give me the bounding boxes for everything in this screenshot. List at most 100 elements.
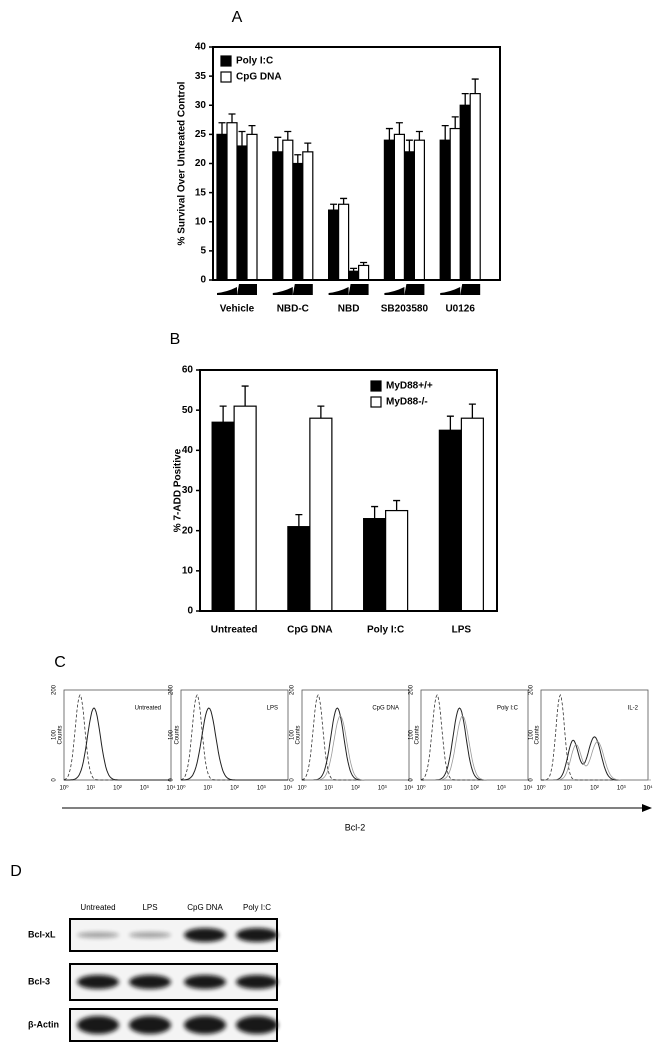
error-bar — [294, 154, 302, 164]
error-bar — [471, 78, 479, 94]
histogram-y-tick: 100 — [169, 729, 175, 740]
dose-wedge — [237, 284, 257, 295]
bar — [358, 264, 370, 281]
histogram-x-tick: 10⁴ — [643, 785, 653, 792]
error-bar — [274, 136, 282, 152]
bar — [413, 139, 425, 281]
histogram-label: Untreated — [135, 706, 161, 712]
error-bar — [461, 92, 469, 106]
y-tick-label: 40 — [182, 445, 194, 456]
error-bar — [241, 385, 249, 407]
y-tick-label: 20 — [195, 158, 207, 169]
histogram-x-tick: 10⁰ — [297, 785, 307, 792]
blot-band — [77, 975, 119, 989]
histogram-y-label: Counts — [415, 725, 421, 744]
error-bar — [360, 261, 368, 266]
histogram-x-tick: 10³ — [140, 786, 149, 792]
stained-curve — [181, 707, 288, 781]
histogram-y-tick: 200 — [169, 684, 175, 695]
error-bar — [304, 142, 312, 152]
stained-curve — [302, 707, 409, 781]
blot-band — [129, 1016, 171, 1034]
histogram-x-tick: 10² — [470, 786, 479, 792]
error-bar — [228, 113, 236, 123]
dose-wedge — [328, 287, 349, 295]
row-label: Bcl-xL — [28, 929, 56, 939]
histogram-x-tick: 10¹ — [443, 786, 452, 792]
bar — [282, 139, 294, 281]
histogram-y-tick: 100 — [529, 729, 535, 740]
bar — [292, 162, 304, 281]
dose-wedge — [460, 284, 481, 295]
panel-label: A — [232, 9, 243, 26]
legend-swatch — [220, 55, 232, 67]
error-bar — [330, 203, 338, 211]
y-tick-label: 50 — [182, 405, 194, 416]
bar — [438, 429, 462, 612]
legend-label: MyD88-/- — [386, 397, 428, 408]
x-tick-label: NBD — [338, 304, 360, 315]
histogram-x-tick: 10⁴ — [523, 785, 533, 792]
histogram-y-tick: 200 — [529, 684, 535, 695]
bar — [287, 526, 311, 612]
y-tick-label: 25 — [195, 129, 207, 140]
histogram-y-tick: 100 — [290, 729, 296, 740]
arrow-head — [642, 804, 652, 812]
error-bar — [340, 197, 348, 205]
histogram-x-tick: 10² — [113, 786, 122, 792]
blot-band — [77, 1016, 119, 1034]
y-tick-label: 15 — [195, 187, 207, 198]
error-bar — [446, 415, 454, 431]
bar — [233, 405, 257, 612]
histogram-x-tick: 10² — [351, 786, 360, 792]
bar — [469, 92, 481, 281]
x-axis-label: Bcl-2 — [345, 822, 366, 832]
blot-band — [77, 932, 119, 938]
legend-label: Poly I:C — [236, 56, 273, 67]
histogram-label: LPS — [267, 706, 278, 712]
legend-swatch — [370, 380, 382, 392]
y-tick-label: 10 — [195, 216, 207, 227]
y-tick-label: 0 — [187, 606, 193, 617]
blot-band — [236, 928, 278, 942]
stained-curve-2 — [424, 715, 531, 781]
histogram-label: IL-2 — [628, 706, 639, 712]
error-bar — [317, 405, 325, 419]
histogram-x-tick: 10³ — [497, 786, 506, 792]
bar — [246, 133, 258, 281]
histogram-y-tick: 0 — [169, 778, 175, 782]
error-bar — [385, 127, 393, 141]
stained-curve-2 — [305, 715, 412, 781]
x-tick-label: NBD-C — [277, 304, 309, 315]
error-bar — [284, 130, 292, 141]
dose-wedge — [217, 287, 237, 295]
histogram-y-tick: 200 — [409, 684, 415, 695]
y-tick-label: 30 — [195, 100, 207, 111]
histogram-x-tick: 10¹ — [86, 786, 95, 792]
bar — [338, 203, 350, 281]
histogram-x-tick: 10¹ — [203, 786, 212, 792]
histogram-y-tick: 0 — [52, 778, 58, 782]
histogram-x-tick: 10⁰ — [416, 785, 426, 792]
bar — [348, 270, 360, 281]
legend-swatch — [370, 396, 382, 408]
histogram-x-tick: 10⁴ — [166, 785, 176, 792]
blot-band — [184, 975, 226, 989]
histogram-y-label: Counts — [535, 725, 541, 744]
blot-band — [236, 1016, 278, 1034]
histogram-x-tick: 10⁰ — [176, 785, 186, 792]
histogram-x-tick: 10³ — [378, 786, 387, 792]
x-tick-label: CpG DNA — [287, 625, 333, 636]
bar — [449, 127, 461, 281]
x-tick-label: SB203580 — [381, 304, 429, 315]
blot-band — [129, 932, 171, 938]
y-axis-label: % Survival Over Untreated Control — [177, 81, 188, 245]
bar — [309, 417, 333, 612]
histogram-x-tick: 10⁴ — [283, 785, 293, 792]
error-bar — [393, 499, 401, 511]
plot-frame — [199, 369, 498, 612]
histogram-frame — [63, 689, 172, 781]
panel-label: D — [10, 863, 22, 880]
row-label: Bcl-3 — [28, 976, 50, 986]
